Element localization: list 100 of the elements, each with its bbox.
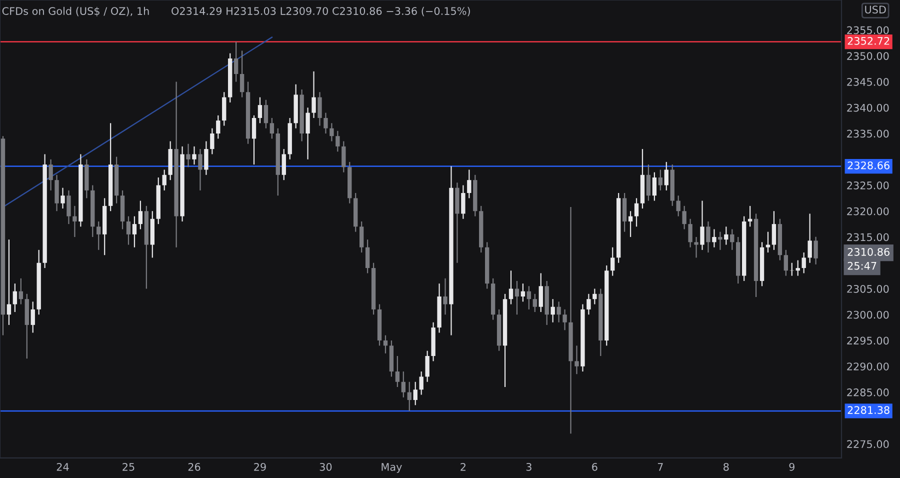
y-tick-label: 2325.00 <box>847 181 889 190</box>
candlestick <box>330 122 334 142</box>
y-tick-label: 2290.00 <box>847 362 889 370</box>
candlestick <box>514 280 520 316</box>
candlestick <box>18 278 24 305</box>
x-tick-label: 30 <box>320 462 332 471</box>
y-tick-label: 2305.00 <box>847 284 889 293</box>
text: O2314.29 H2315.03 L2309.70 C2310.86 −3.36 (−0.15%) <box>172 6 470 16</box>
candlestick <box>538 272 543 313</box>
candlestick <box>526 286 532 310</box>
candlestick <box>132 216 137 248</box>
candlestick <box>724 226 728 246</box>
candlestick <box>240 50 244 98</box>
candlestick <box>138 200 143 230</box>
candlestick <box>359 220 364 254</box>
candlestick <box>784 249 788 276</box>
x-tick-label: May <box>382 463 402 473</box>
candlestick <box>712 228 716 248</box>
candlestick <box>162 169 166 191</box>
x-tick-label: 24 <box>56 462 69 471</box>
y-tick-label: 2275.00 <box>847 440 889 448</box>
candlestick <box>772 210 776 250</box>
y-tick-label: 2350.00 <box>847 52 889 60</box>
x-tick-label: 26 <box>188 462 200 471</box>
candlestick <box>467 169 472 199</box>
y-tick-label: 2355.00 <box>847 26 889 34</box>
candlestick <box>30 301 35 334</box>
candlestick <box>610 246 615 276</box>
candlestick <box>365 239 370 274</box>
candlestick <box>556 301 561 323</box>
candlestick <box>718 231 722 250</box>
candlestick <box>508 270 514 305</box>
candlestick <box>694 236 698 258</box>
candlestick <box>646 164 651 202</box>
candlestick <box>96 220 101 250</box>
candlestick <box>688 218 692 248</box>
x-tick-label: 3 <box>526 462 532 471</box>
candlestick <box>766 231 770 254</box>
candlestick <box>706 220 710 254</box>
candlestick <box>6 239 12 326</box>
candlestick <box>652 172 657 202</box>
candlestick <box>12 282 18 313</box>
text: 25:47 <box>848 262 876 270</box>
candlestick <box>592 288 597 305</box>
candlestick <box>258 96 262 124</box>
candlestick <box>312 70 316 119</box>
candlestick <box>748 205 752 228</box>
candlestick <box>628 210 633 238</box>
candlestick <box>234 41 238 82</box>
candlestick <box>730 228 734 250</box>
candlestick <box>796 260 800 276</box>
candlestick <box>574 345 579 375</box>
candlestick <box>634 198 639 228</box>
candlestick <box>700 200 704 250</box>
ref-line-label: 2328.66 <box>848 161 890 170</box>
candlestick <box>413 381 418 406</box>
x-tick-label: 9 <box>789 462 794 471</box>
candlestick <box>60 187 65 210</box>
candlestick <box>802 252 806 274</box>
candlestick <box>425 350 430 382</box>
y-tick-label: 2345.00 <box>847 78 889 86</box>
candlestick <box>252 114 256 166</box>
candlestick <box>676 195 680 217</box>
candlestick <box>318 92 322 126</box>
y-tick-label: 2315.00 <box>847 233 889 242</box>
candlestick <box>54 174 59 212</box>
candlestick <box>264 99 268 129</box>
candlestick <box>210 128 214 155</box>
x-tick-label: 2 <box>460 462 466 471</box>
candlestick <box>550 298 555 323</box>
y-tick-label: 2295.00 <box>847 336 889 345</box>
candlestick <box>222 92 226 126</box>
x-tick-label: 7 <box>658 463 663 471</box>
candlestick <box>270 117 274 140</box>
candlestick <box>282 148 286 181</box>
candlestick <box>562 308 567 331</box>
candlestick <box>342 140 346 173</box>
candlestick <box>682 205 686 230</box>
candlestick <box>72 205 77 238</box>
candlestick <box>658 169 662 191</box>
text: 2310.86 <box>848 248 890 256</box>
candlestick <box>198 148 202 191</box>
x-tick-label: 25 <box>122 462 134 471</box>
candlestick <box>664 161 668 191</box>
candlestick <box>324 112 328 134</box>
candlestick <box>407 381 412 412</box>
candlestick <box>192 146 196 166</box>
candlestick <box>66 190 71 225</box>
candlestick <box>814 236 818 265</box>
candlestick <box>204 140 208 176</box>
candlestick <box>520 282 526 302</box>
text: CFDs on Gold (US$ / OZ), 1h <box>2 6 149 16</box>
ref-line-label: 2281.38 <box>848 406 890 414</box>
candlestick <box>419 370 424 396</box>
candlestick <box>586 293 591 316</box>
candlestick <box>306 107 310 160</box>
candlestick <box>383 334 388 354</box>
ref-line-label: 2352.72 <box>848 36 890 45</box>
candlestick <box>336 130 340 152</box>
y-axis-title: USD <box>865 6 886 14</box>
